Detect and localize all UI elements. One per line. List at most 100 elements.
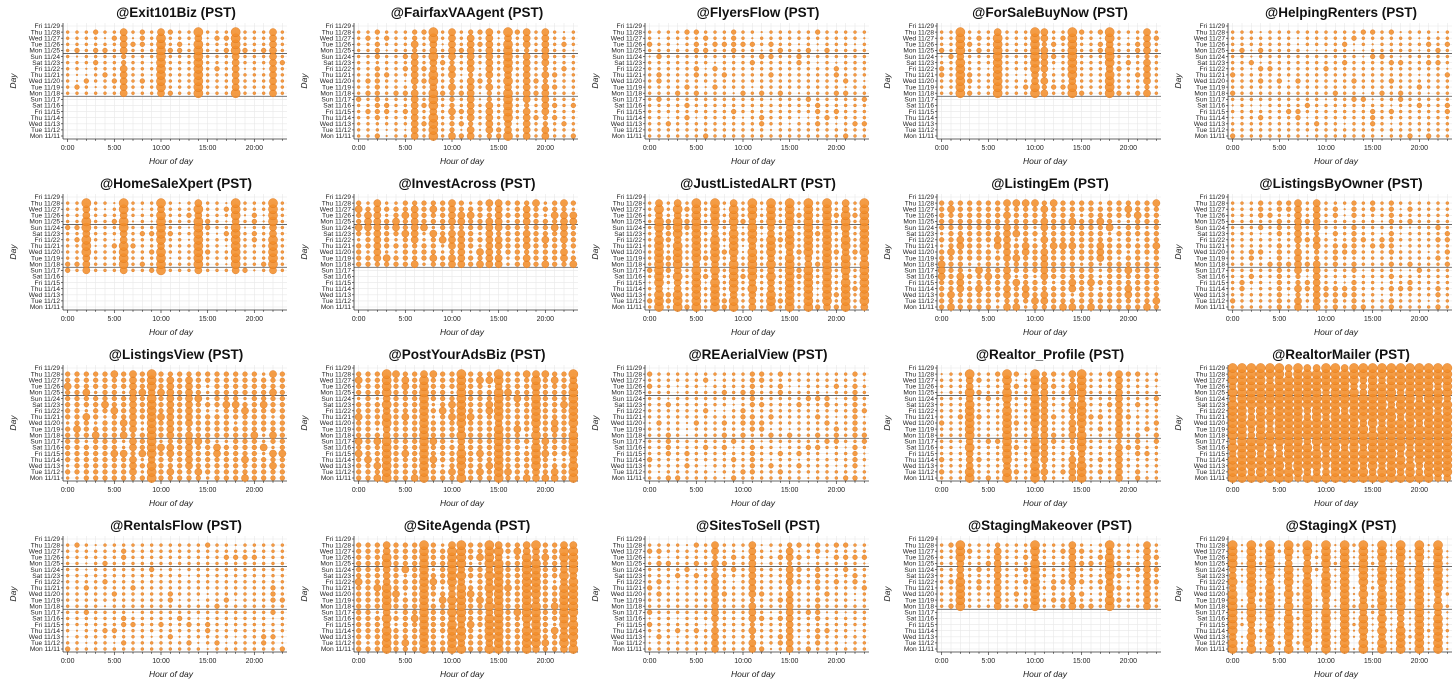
activity-bubble xyxy=(1022,267,1028,273)
activity-bubble xyxy=(788,128,792,132)
activity-bubble xyxy=(741,262,746,266)
activity-bubble xyxy=(357,122,361,126)
y-tick-label: Tue 11/19 xyxy=(613,84,642,91)
activity-bubble xyxy=(940,55,943,58)
activity-bubble xyxy=(760,79,764,83)
activity-bubble xyxy=(449,102,455,109)
activity-bubble xyxy=(704,305,708,309)
activity-bubble xyxy=(853,30,858,34)
activity-bubble xyxy=(656,78,662,84)
activity-bubble xyxy=(1305,128,1309,132)
y-tick-label: Sat 11/16 xyxy=(32,103,60,110)
activity-bubble xyxy=(366,115,370,120)
activity-bubble xyxy=(404,128,407,131)
activity-bubble xyxy=(168,67,173,71)
activity-bubble xyxy=(515,103,520,108)
activity-bubble xyxy=(957,298,963,304)
activity-bubble xyxy=(966,273,972,280)
activity-bubble xyxy=(552,218,558,225)
activity-bubble xyxy=(957,267,963,273)
activity-bubble xyxy=(835,128,839,132)
activity-bubble xyxy=(187,48,191,53)
activity-bubble xyxy=(955,27,965,37)
activity-bubble xyxy=(713,115,718,120)
activity-bubble xyxy=(103,268,107,273)
activity-bubble xyxy=(751,73,755,77)
activity-bubble xyxy=(1050,53,1056,60)
activity-bubble xyxy=(242,267,248,273)
activity-bubble xyxy=(938,249,944,255)
activity-bubble xyxy=(1417,286,1421,291)
activity-bubble xyxy=(1088,67,1093,71)
activity-bubble xyxy=(1360,96,1366,102)
y-tick-label: Fri 11/15 xyxy=(1199,280,1225,287)
activity-bubble xyxy=(1059,249,1066,255)
activity-bubble xyxy=(1408,103,1412,108)
x-axis-label: Hour of day xyxy=(149,327,194,337)
activity-bubble xyxy=(1116,238,1121,242)
activity-bubble xyxy=(667,116,670,119)
activity-bubble xyxy=(1369,29,1376,35)
activity-bubble xyxy=(1388,237,1394,243)
activity-bubble xyxy=(374,84,381,90)
activity-bubble xyxy=(1408,91,1412,95)
activity-bubble xyxy=(93,207,98,211)
activity-bubble xyxy=(1059,255,1066,261)
activity-bubble xyxy=(268,198,278,208)
activity-bubble xyxy=(760,256,764,260)
activity-bubble xyxy=(205,249,211,255)
activity-bubble xyxy=(1106,267,1112,273)
activity-bubble xyxy=(985,292,991,298)
activity-bubble xyxy=(103,225,107,230)
activity-bubble xyxy=(366,250,370,254)
activity-bubble xyxy=(1343,208,1346,211)
activity-bubble xyxy=(816,287,820,290)
activity-bubble xyxy=(769,67,774,71)
activity-bubble xyxy=(1050,224,1056,231)
y-tick-label: Mon 11/18 xyxy=(29,261,60,268)
activity-bubble xyxy=(938,200,944,206)
activity-bubble xyxy=(1361,67,1365,71)
x-axis-label: Hour of day xyxy=(149,156,194,166)
y-tick-label: Fri 11/22 xyxy=(617,66,643,73)
activity-bubble xyxy=(1051,79,1055,83)
activity-bubble xyxy=(570,133,577,139)
y-tick-label: Mon 11/18 xyxy=(29,90,60,97)
activity-bubble xyxy=(1314,42,1319,47)
activity-bubble xyxy=(967,268,971,273)
activity-bubble xyxy=(421,212,427,218)
activity-bubble xyxy=(1314,67,1319,71)
activity-bubble xyxy=(1324,262,1328,266)
activity-bubble xyxy=(1352,30,1356,34)
activity-bubble xyxy=(1059,224,1066,231)
y-tick-label: Tue 11/19 xyxy=(905,255,934,262)
activity-bubble xyxy=(1445,36,1449,40)
activity-bubble xyxy=(187,262,191,266)
y-tick-label: Fri 11/15 xyxy=(326,280,352,287)
activity-bubble xyxy=(656,72,662,78)
y-tick-label: Tue 11/19 xyxy=(322,84,351,91)
activity-bubble xyxy=(1408,201,1412,205)
activity-bubble xyxy=(1249,128,1253,132)
activity-bubble xyxy=(1332,298,1338,304)
activity-bubble xyxy=(676,30,680,34)
activity-bubble xyxy=(1230,268,1235,273)
activity-bubble xyxy=(974,266,983,275)
activity-bubble xyxy=(503,27,513,37)
activity-bubble xyxy=(825,85,830,89)
activity-bubble xyxy=(760,97,764,102)
activity-bubble xyxy=(356,218,362,225)
activity-bubble xyxy=(760,85,764,89)
activity-bubble xyxy=(975,224,982,231)
y-tick-label: Wed 11/27 xyxy=(320,35,352,42)
activity-bubble xyxy=(1444,249,1450,255)
activity-bubble xyxy=(1342,201,1347,205)
activity-bubble xyxy=(552,84,558,90)
activity-bubble xyxy=(1380,305,1384,309)
activity-bubble xyxy=(375,122,380,126)
activity-bubble xyxy=(261,47,267,54)
activity-bubble xyxy=(177,85,182,89)
activity-bubble xyxy=(1059,292,1066,298)
activity-bubble xyxy=(1380,286,1384,291)
activity-bubble xyxy=(205,48,210,53)
